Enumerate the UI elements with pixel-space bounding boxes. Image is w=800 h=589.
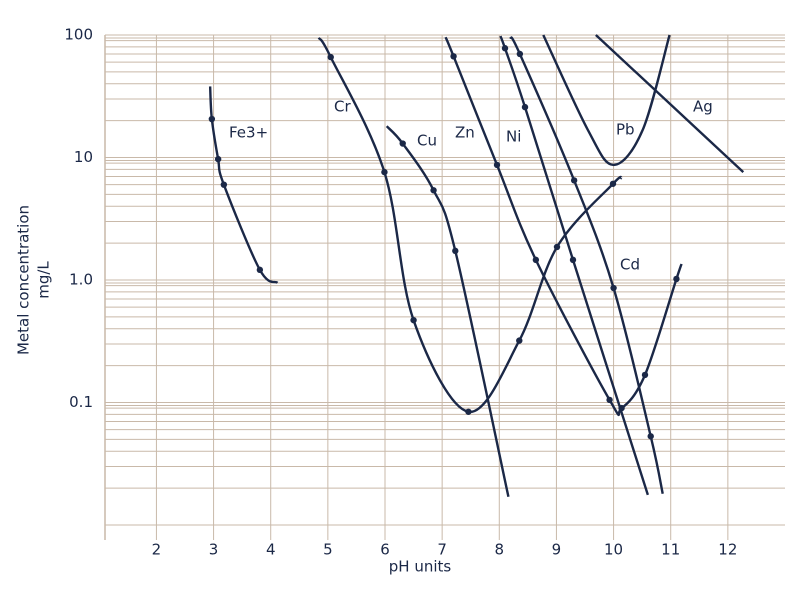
- data-point: [220, 181, 228, 188]
- x-tick-label: 11: [661, 541, 680, 559]
- data-point: [521, 103, 529, 111]
- data-point: [430, 187, 437, 194]
- data-point: [609, 180, 617, 187]
- data-point: [610, 284, 617, 292]
- x-tick-label: 12: [718, 541, 737, 559]
- data-point: [516, 337, 523, 344]
- data-point: [532, 256, 540, 264]
- data-point: [516, 50, 524, 58]
- data-point: [327, 53, 334, 61]
- x-tick-label: 9: [552, 541, 562, 559]
- x-tick-label: 5: [323, 541, 333, 559]
- y-axis-label: Metal concentration mg/L: [15, 205, 53, 355]
- data-point: [553, 243, 561, 251]
- data-point: [399, 140, 406, 147]
- series-label: Fe3+: [229, 124, 268, 142]
- curve: [542, 34, 671, 167]
- data-point: [450, 53, 457, 60]
- data-point: [570, 177, 578, 184]
- series-label: Zn: [455, 124, 475, 142]
- data-point: [465, 408, 472, 415]
- data-point: [214, 155, 222, 163]
- data-point: [647, 433, 654, 440]
- data-point: [641, 371, 649, 379]
- y-tick-label: 0.1: [69, 393, 93, 411]
- x-tick-label: 8: [495, 541, 505, 559]
- data-point: [501, 45, 509, 52]
- y-tick-label: 100: [64, 26, 93, 44]
- data-point: [208, 115, 216, 123]
- data-point: [673, 275, 680, 283]
- series-label: Pb: [616, 121, 635, 139]
- y-tick-label: 10: [74, 148, 93, 166]
- curve: [595, 34, 745, 173]
- y-tick-label: 1.0: [69, 271, 93, 289]
- x-tick-label: 2: [152, 541, 162, 559]
- data-point: [606, 396, 613, 404]
- data-point: [569, 256, 577, 264]
- curve: [444, 36, 683, 417]
- series-label: Ni: [506, 128, 521, 146]
- x-tick-label: 4: [266, 541, 276, 559]
- y-axis-label-line: Metal concentration: [15, 205, 33, 355]
- data-point: [493, 161, 501, 169]
- series-label: Cu: [417, 132, 437, 150]
- x-tick-label: 6: [380, 541, 390, 559]
- data-point: [452, 247, 459, 255]
- data-point: [256, 266, 264, 274]
- x-axis-label: pH units: [389, 558, 452, 576]
- x-tick-label: 7: [437, 541, 447, 559]
- curve: [385, 125, 510, 498]
- y-axis-label-line: mg/L: [35, 261, 53, 299]
- series-label: Ag: [693, 98, 713, 116]
- x-tick-label: 3: [209, 541, 219, 559]
- series-label: Cr: [334, 98, 351, 116]
- series-label: Cd: [620, 256, 640, 274]
- data-point: [410, 316, 417, 324]
- curve: [317, 37, 623, 413]
- x-tick-label: 10: [604, 541, 623, 559]
- data-point: [381, 168, 388, 176]
